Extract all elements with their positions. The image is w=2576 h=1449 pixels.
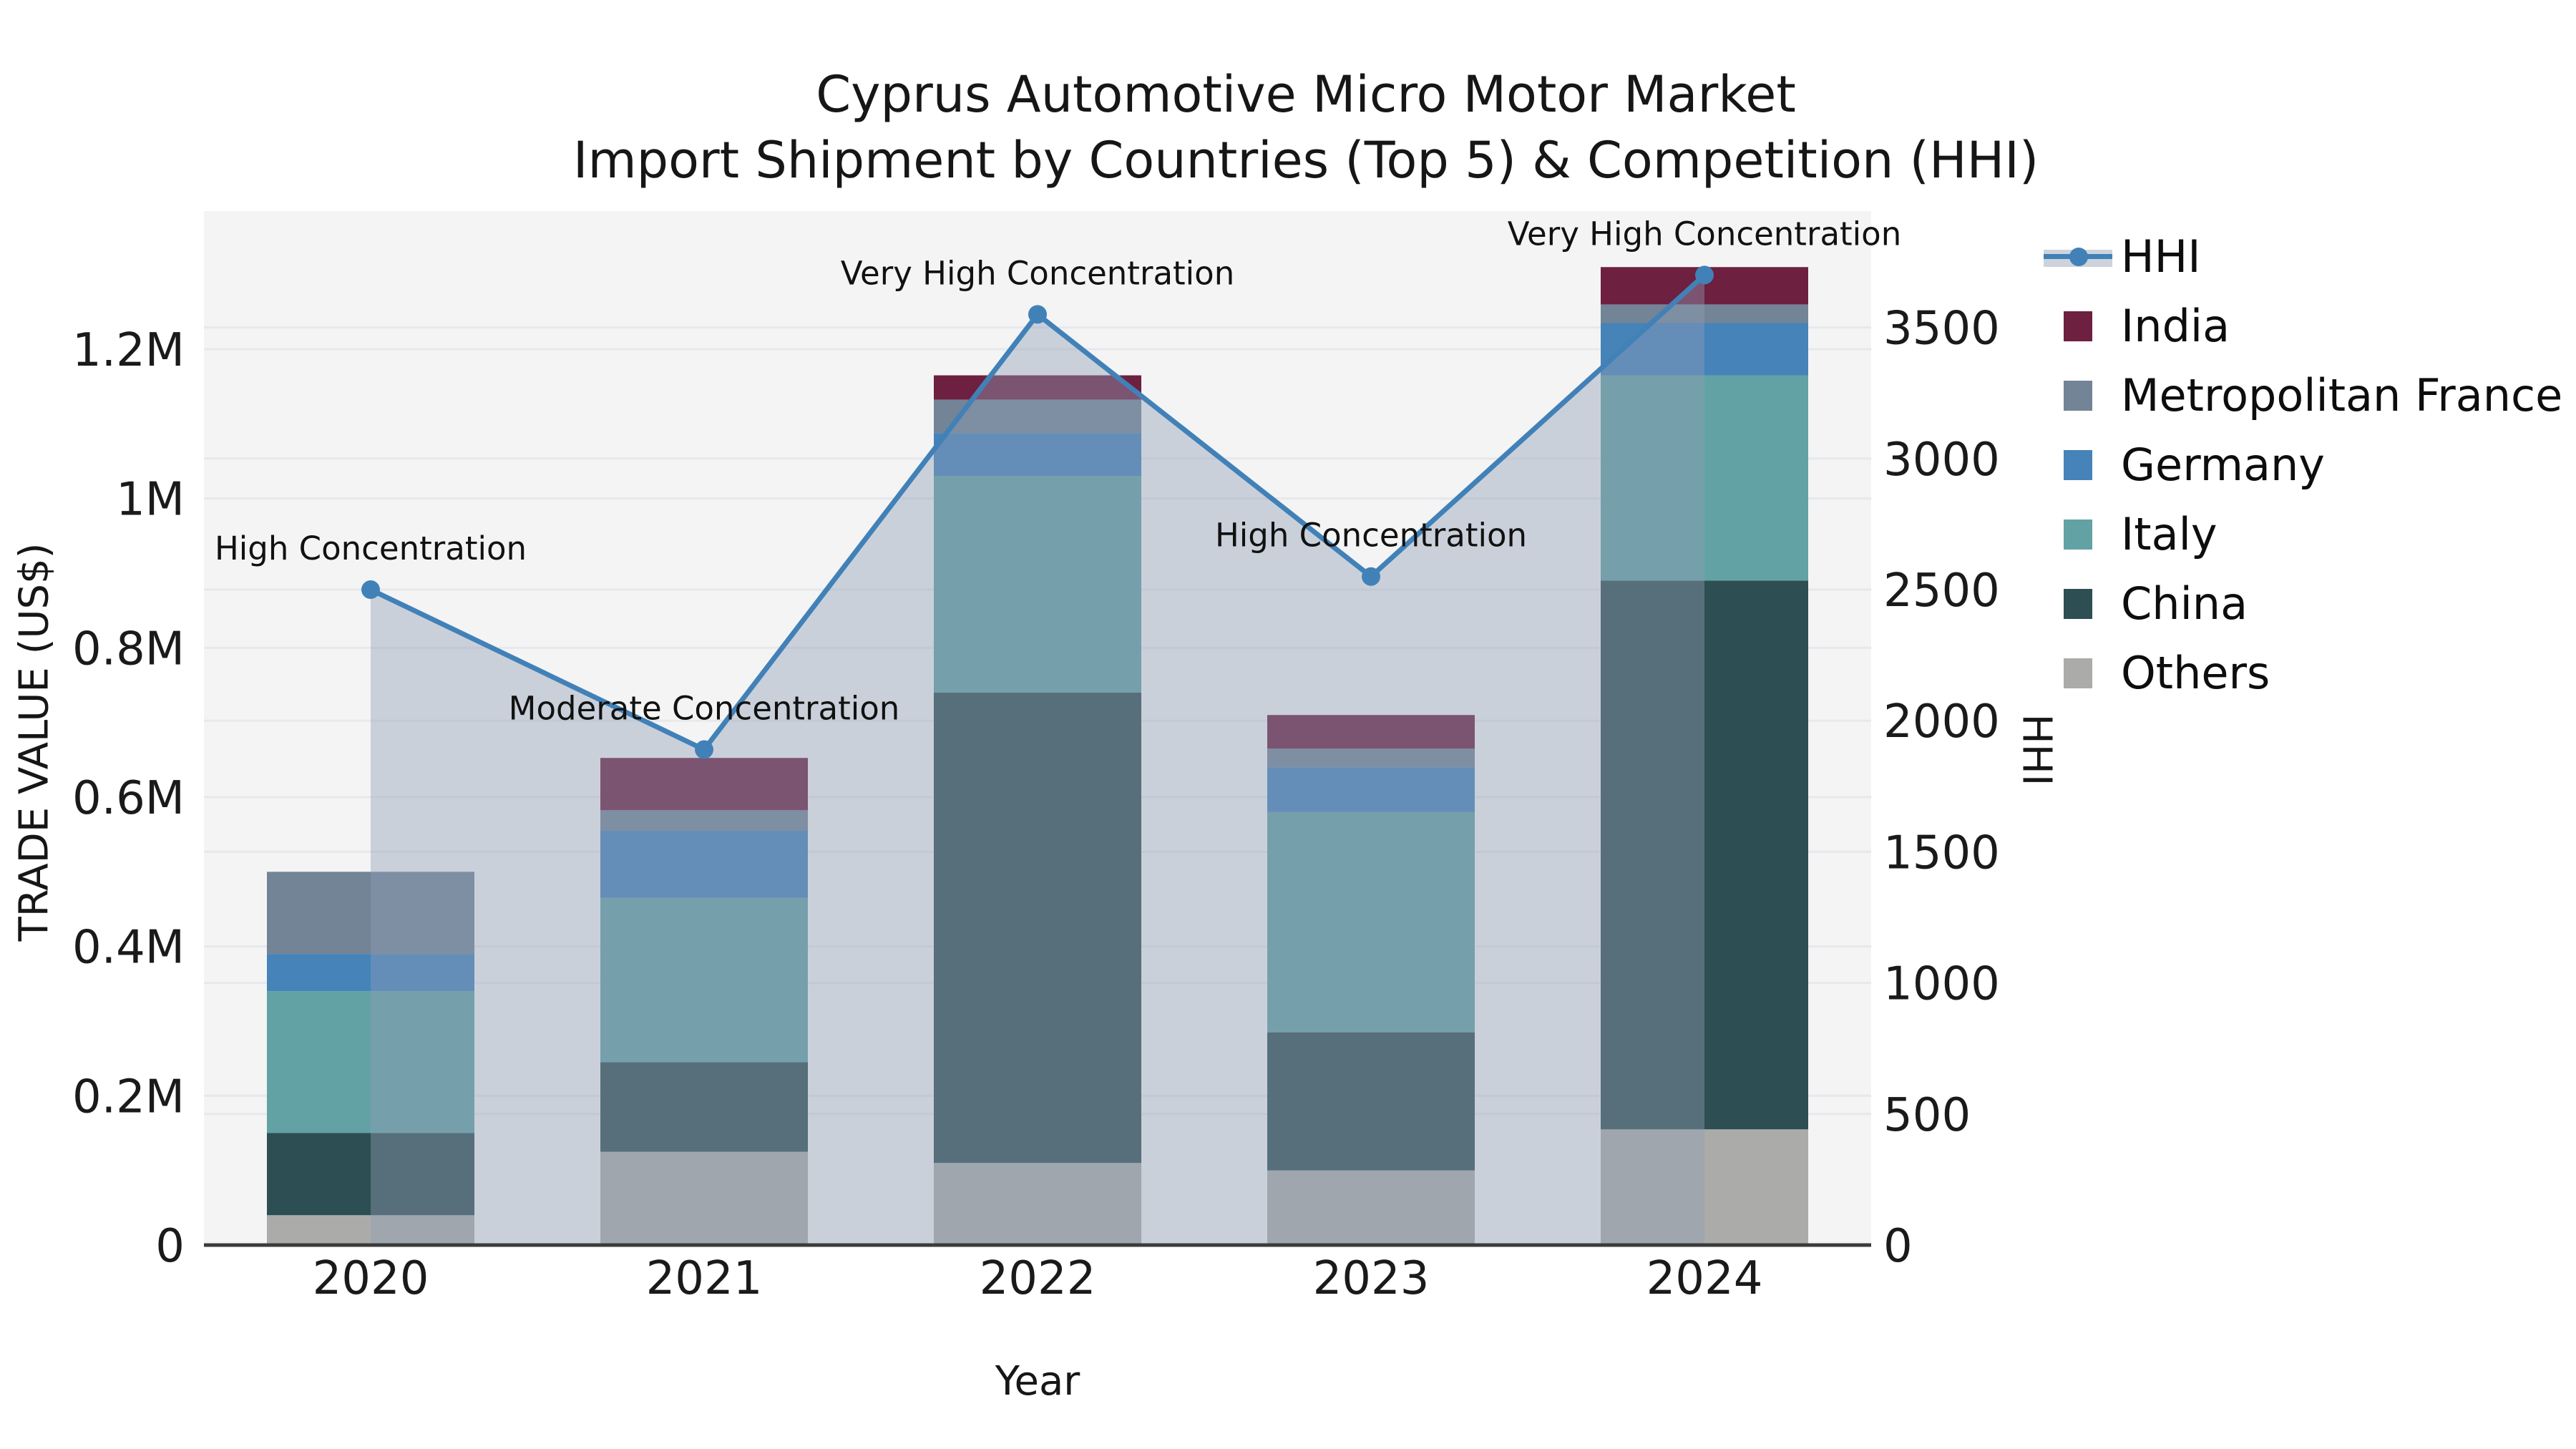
bar-segment-china-2020 [267, 1133, 474, 1216]
annotation-2023: High Concentration [1215, 517, 1527, 555]
hhi-marker-2020 [361, 580, 380, 600]
x-axis-title: Year [995, 1358, 1080, 1405]
bar-segment-others-2024 [1601, 1129, 1808, 1245]
bar-segment-china-2022 [934, 692, 1141, 1163]
legend-swatch-india-icon [2044, 311, 2112, 341]
x-tick-label-2023: 2023 [1313, 1252, 1430, 1305]
right-tick-label: 3000 [1883, 434, 2000, 487]
annotation-2024: Very High Concentration [1508, 215, 1901, 253]
bar-segment-italy-2020 [267, 991, 474, 1133]
legend-swatch-germany-icon [2044, 449, 2112, 480]
x-tick-label-2021: 2021 [646, 1252, 763, 1305]
legend-label-germany: Germany [2121, 439, 2325, 491]
legend-item-hhi: HHI [2044, 222, 2562, 291]
bar-segment-india-2021 [600, 758, 808, 811]
left-tick-label: 0 [155, 1220, 185, 1273]
chart-title-line2: Import Shipment by Countries (Top 5) & C… [572, 131, 2039, 190]
left-tick-label: 0.2M [72, 1070, 185, 1123]
bar-segment-italy-2024 [1601, 375, 1808, 581]
hhi-marker-2023 [1362, 567, 1380, 586]
annotation-2020: High Concentration [215, 530, 527, 567]
bar-segment-china-2023 [1267, 1032, 1475, 1171]
bar-segment-germany-2023 [1267, 767, 1475, 812]
legend-label-hhi: HHI [2121, 230, 2201, 283]
hhi-marker-2022 [1028, 305, 1047, 324]
legend-item-india: India [2044, 291, 2562, 361]
legend-swatch-metropolitan-france-icon [2044, 380, 2112, 411]
bar-segment-germany-2022 [934, 433, 1141, 477]
bar-segment-india-2022 [934, 375, 1141, 400]
legend-swatch-china-icon [2044, 588, 2112, 619]
right-tick-label: 3500 [1883, 303, 2000, 356]
legend-hhi-sample-icon [2044, 243, 2112, 271]
hhi-marker-2024 [1695, 265, 1714, 285]
bar-segment-metropolitan-france-2020 [267, 872, 474, 955]
legend-item-italy: Italy [2044, 499, 2562, 569]
right-tick-label: 1000 [1883, 958, 2000, 1011]
chart-title-line1: Cyprus Automotive Micro Motor Market [816, 65, 1796, 124]
legend-item-metropolitan-france: Metropolitan France [2044, 361, 2562, 430]
bar-segment-china-2021 [600, 1062, 808, 1152]
right-axis-title: HHI [2013, 713, 2060, 786]
bar-segment-metropolitan-france-2023 [1267, 748, 1475, 768]
bar-segment-others-2022 [934, 1163, 1141, 1245]
left-tick-label: 0.8M [72, 623, 185, 675]
legend-label-metropolitan-france: Metropolitan France [2121, 369, 2563, 421]
annotation-2022: Very High Concentration [841, 254, 1234, 292]
hhi-marker-2021 [695, 740, 713, 759]
legend-label-italy: Italy [2121, 508, 2218, 560]
legend-item-others: Others [2044, 638, 2562, 708]
bar-segment-germany-2024 [1601, 323, 1808, 376]
annotation-2021: Moderate Concentration [509, 690, 900, 728]
bar-segment-others-2023 [1267, 1170, 1475, 1245]
bar-segment-italy-2022 [934, 476, 1141, 693]
bar-segment-metropolitan-france-2024 [1601, 304, 1808, 323]
bar-segment-italy-2021 [600, 897, 808, 1063]
bar-segment-china-2024 [1601, 580, 1808, 1130]
chart-title: Cyprus Automotive Micro Motor Market Imp… [36, 62, 2576, 193]
right-tick-label: 2000 [1883, 696, 2000, 748]
legend-label-others: Others [2121, 647, 2270, 699]
legend-label-india: India [2121, 300, 2230, 352]
right-tick-label: 1500 [1883, 826, 2000, 879]
bar-segment-metropolitan-france-2021 [600, 810, 808, 831]
right-tick-label: 0 [1883, 1220, 1913, 1273]
left-axis-title: TRADE VALUE (US$) [11, 542, 58, 942]
right-tick-label: 2500 [1883, 565, 2000, 618]
legend-item-germany: Germany [2044, 430, 2562, 499]
x-tick-label-2024: 2024 [1646, 1252, 1763, 1305]
legend-item-china: China [2044, 569, 2562, 638]
bar-segment-others-2021 [600, 1151, 808, 1245]
left-tick-label: 1.2M [72, 324, 185, 377]
bar-segment-germany-2020 [267, 954, 474, 992]
hhi-area-fill [371, 275, 1704, 1246]
x-tick-label-2022: 2022 [980, 1252, 1096, 1305]
legend-swatch-italy-icon [2044, 519, 2112, 550]
x-tick-label-2020: 2020 [313, 1252, 429, 1305]
legend-label-china: China [2121, 577, 2248, 630]
legend: HHI India Metropolitan France Germany Italy C… [2044, 222, 2562, 708]
right-tick-label: 500 [1883, 1089, 1971, 1142]
left-tick-label: 0.4M [72, 922, 185, 975]
bar-segment-others-2020 [267, 1215, 474, 1245]
bar-segment-italy-2023 [1267, 811, 1475, 1033]
left-tick-label: 1M [116, 474, 185, 527]
legend-swatch-others-icon [2044, 658, 2112, 688]
bar-segment-germany-2021 [600, 830, 808, 898]
bar-segment-india-2023 [1267, 715, 1475, 749]
left-tick-label: 0.6M [72, 772, 185, 825]
